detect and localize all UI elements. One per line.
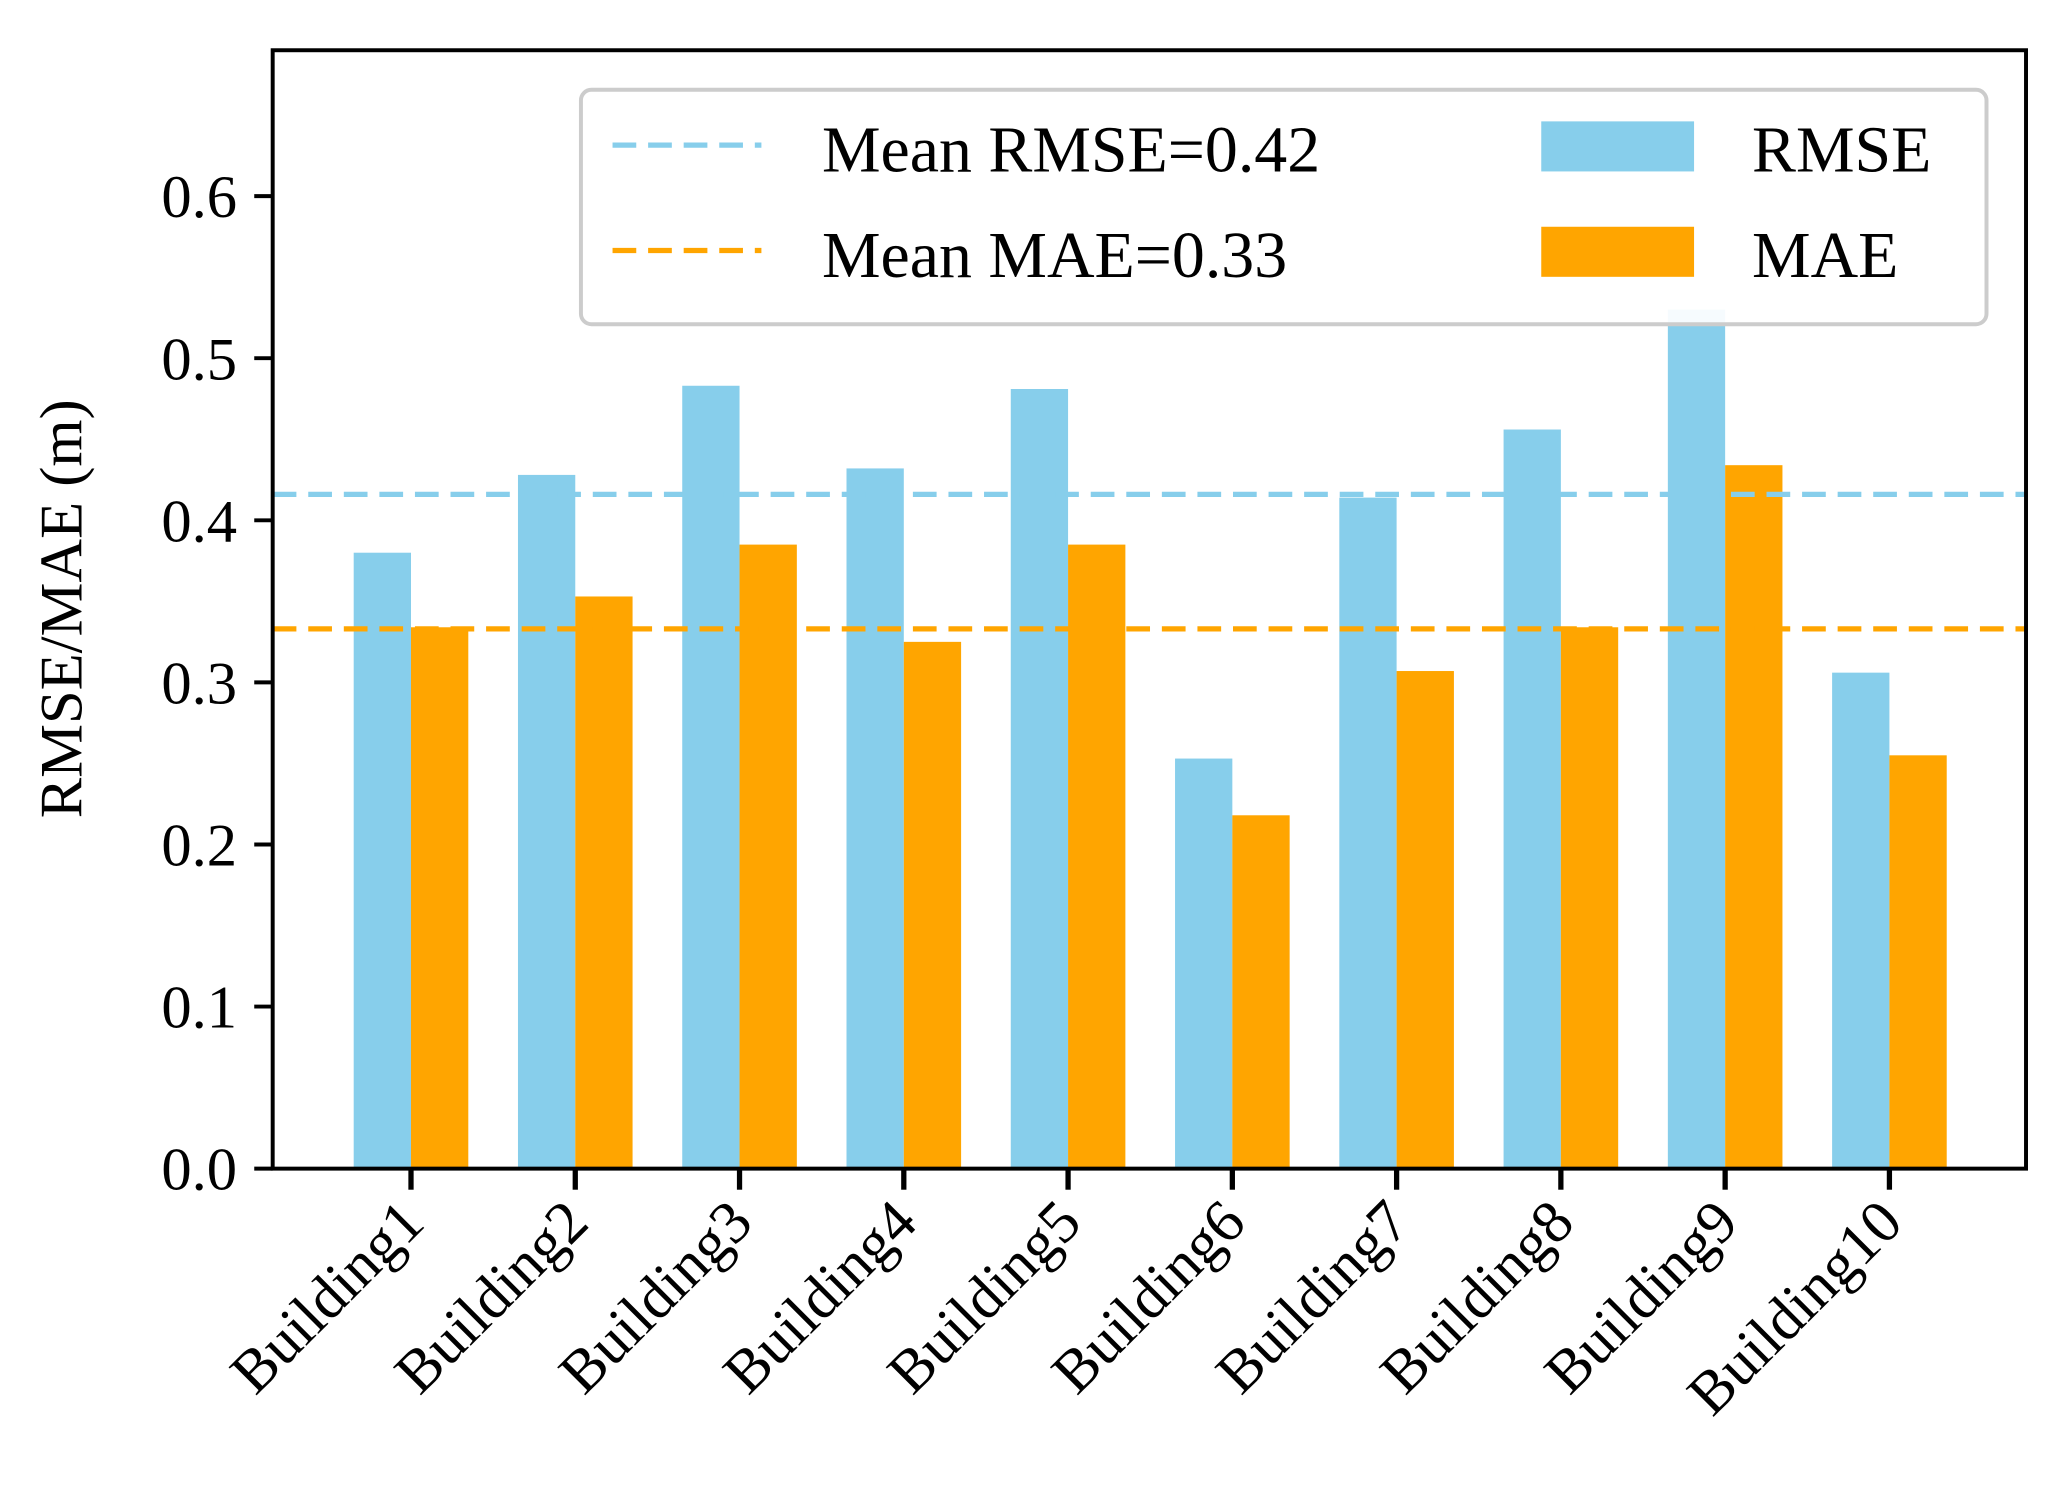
legend: Mean RMSE=0.42 Mean MAE=0.33 RMSE MAE	[578, 87, 1989, 327]
y-tick-label: 0.0	[161, 1137, 237, 1204]
bar-mae-building5	[1068, 544, 1126, 1169]
bar-mae-building2	[575, 596, 633, 1169]
y-axis: 0.0 0.1 0.2 0.3 0.4 0.5 0.6	[161, 164, 273, 1204]
y-tick-label: 0.1	[161, 975, 237, 1042]
legend-rmse-label: RMSE	[1752, 113, 1931, 186]
bar-mae-building3	[739, 544, 797, 1169]
legend-mae-swatch	[1541, 226, 1695, 277]
bar-rmse-building2	[517, 474, 576, 1169]
y-tick-label: 0.6	[161, 164, 237, 231]
bar-rmse-building9	[1667, 309, 1726, 1169]
reference-lines	[272, 491, 2027, 632]
bar-mae-building10	[1889, 755, 1947, 1169]
bar-rmse-building10	[1832, 672, 1890, 1169]
y-tick-label: 0.2	[161, 813, 237, 880]
y-axis-label: RMSE/MAE (m)	[29, 399, 96, 818]
y-tick-label: 0.3	[161, 650, 237, 717]
legend-mean-rmse-label: Mean RMSE=0.42	[822, 113, 1320, 186]
bar-rmse-building5	[1010, 389, 1069, 1169]
bar-mae-building1	[411, 627, 469, 1169]
bar-mae-building8	[1560, 627, 1619, 1169]
bar-rmse-building6	[1175, 758, 1233, 1169]
legend-mean-mae-label: Mean MAE=0.33	[822, 219, 1287, 292]
bar-rmse-building1	[353, 552, 411, 1169]
legend-mae-label: MAE	[1752, 219, 1898, 292]
bar-mae-building6	[1232, 815, 1290, 1169]
bar-mae-building9	[1725, 465, 1783, 1169]
bar-mae-building7	[1396, 671, 1454, 1169]
plot-frame	[270, 48, 2028, 1171]
legend-rmse-swatch	[1541, 121, 1695, 172]
y-tick-label: 0.5	[161, 326, 237, 393]
bars-group	[353, 309, 1947, 1169]
x-axis: Building1Building2Building3Building4Buil…	[218, 1168, 1915, 1428]
bar-mae-building4	[903, 641, 962, 1169]
bar-rmse-building3	[682, 385, 740, 1169]
bar-rmse-building7	[1339, 497, 1397, 1169]
bar-rmse-building4	[846, 468, 904, 1169]
y-tick-label: 0.4	[161, 488, 237, 555]
bar-rmse-building8	[1503, 429, 1561, 1169]
